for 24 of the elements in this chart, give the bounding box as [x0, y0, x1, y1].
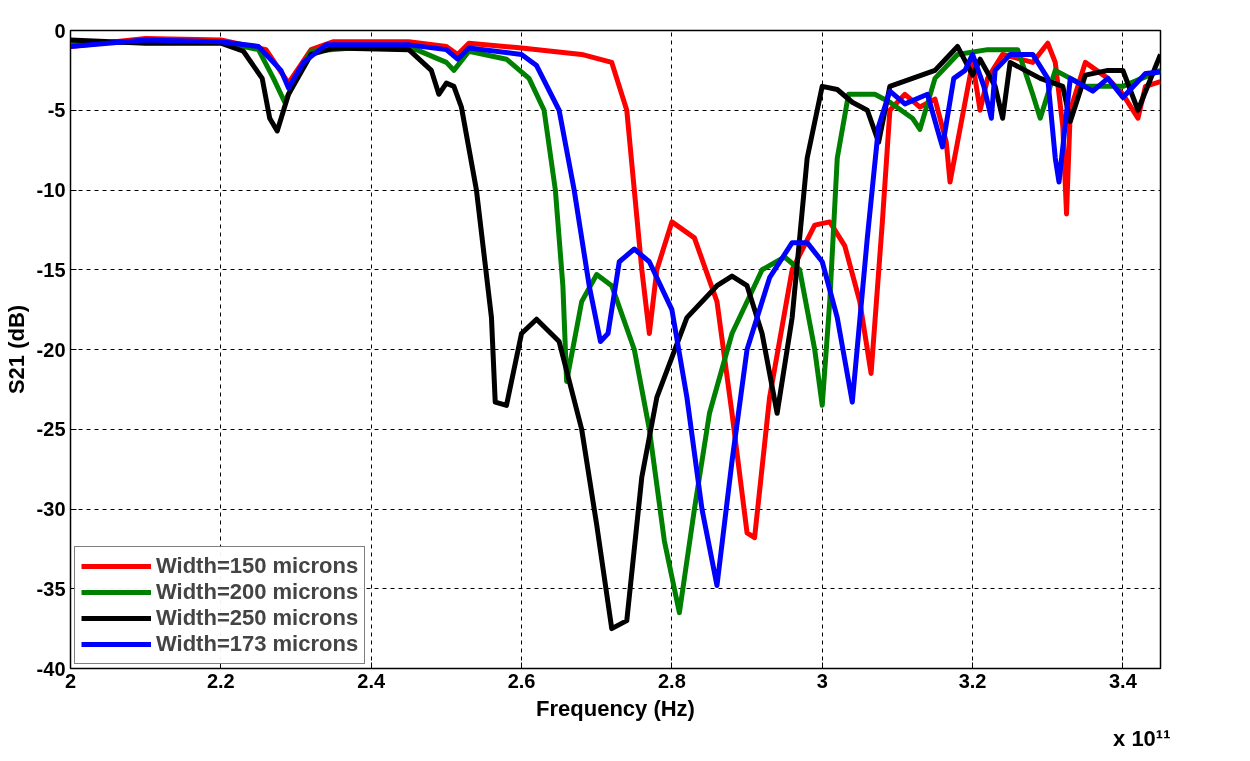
x-tick-label: 3 — [816, 669, 828, 692]
y-tick-label: -35 — [36, 577, 66, 600]
legend-label: Width=150 microns — [156, 553, 359, 579]
x-tick-label: 2.6 — [507, 669, 536, 692]
y-tick-label: -15 — [36, 258, 66, 281]
y-tick-label: 0 — [54, 19, 66, 42]
y-tick-label: -20 — [36, 338, 66, 361]
x-tick-label: 2.2 — [206, 669, 235, 692]
x-tick-label: 2 — [64, 669, 77, 692]
x-tick-label: 3.2 — [958, 669, 987, 692]
y-tick-label: -10 — [36, 179, 66, 201]
y-tick-label: -40 — [36, 657, 66, 680]
y-axis-title: S21 (dB) — [3, 304, 29, 395]
x-tick-label: 2.4 — [357, 669, 386, 692]
x-tick-label: 2.8 — [657, 669, 686, 692]
x-axis-title: Frequency (Hz) — [536, 695, 695, 721]
legend-label: Width=250 microns — [156, 605, 359, 631]
legend-label: Width=173 microns — [156, 631, 359, 657]
y-tick-label: -5 — [47, 99, 66, 122]
x-tick-label: 3.4 — [1109, 669, 1138, 692]
legend-label: Width=200 microns — [156, 579, 359, 605]
y-tick-label: -30 — [36, 498, 66, 520]
text: x 10¹¹ — [1113, 725, 1171, 751]
y-tick-label: -25 — [36, 418, 66, 441]
